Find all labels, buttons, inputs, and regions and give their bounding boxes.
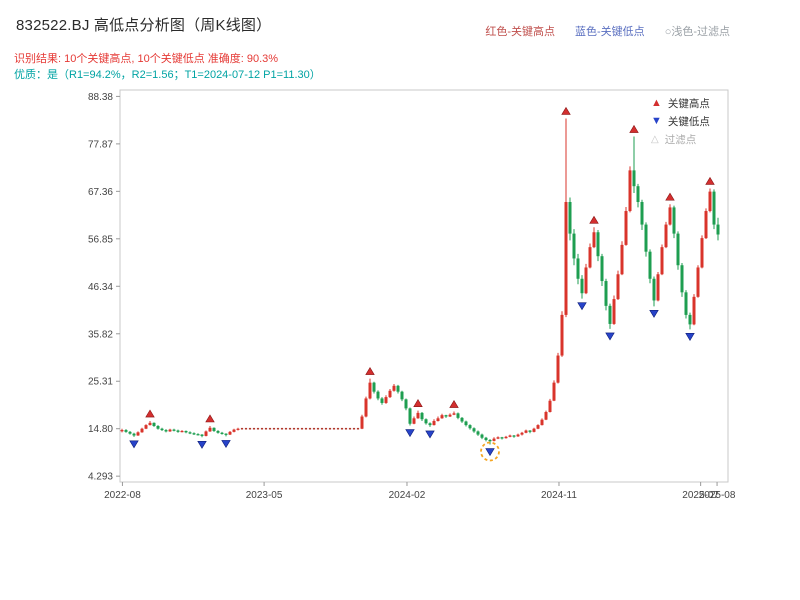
svg-text:77.87: 77.87: [88, 139, 113, 150]
svg-text:25.31: 25.31: [88, 377, 113, 388]
t1-filter-circle: [480, 441, 500, 462]
axes: 88.38 77.87 67.36 56.85 46.34 35.82 25.31 14.80…: [88, 89, 736, 501]
legend-item-key-high: ▲ 关键高点: [651, 96, 710, 111]
filter-triangle-icon: △: [651, 133, 659, 145]
note-key-high: 红色-关键高点: [485, 26, 556, 38]
recognition-result-text: 识别结果: 10个关键高点, 10个关键低点 准确度: 90.3%: [14, 53, 279, 65]
svg-text:14.80: 14.80: [88, 424, 113, 435]
svg-text:2023-05: 2023-05: [246, 490, 283, 501]
svg-text:35.82: 35.82: [88, 329, 113, 340]
svg-text:2024-11: 2024-11: [541, 490, 577, 501]
legend-label: 关键高点: [667, 98, 710, 110]
legend-item-filter: △ 过滤点: [651, 132, 710, 147]
page-title: 832522.BJ 高低点分析图（周K线图）: [16, 17, 272, 34]
key-low-triangle-icon: ▼: [651, 115, 662, 127]
key-high-triangle-icon: ▲: [651, 97, 662, 109]
note-key-low: 蓝色-关键低点: [575, 26, 645, 38]
svg-text:4.293: 4.293: [88, 472, 113, 483]
svg-text:2022-08: 2022-08: [104, 490, 141, 501]
legend-label: 关键低点: [667, 116, 710, 128]
svg-text:2024-02: 2024-02: [389, 490, 426, 501]
halt-dotted-line: [240, 427, 360, 430]
chart-legend-box: ▲ 关键高点 ▼ 关键低点 △ 过滤点: [647, 94, 714, 149]
key-high-markers: [145, 106, 715, 423]
legend-label: 过滤点: [664, 134, 697, 146]
note-filter-point: ○浅色-过滤点: [664, 26, 730, 38]
quality-text: 优质：是（R1=94.2%，R2=1.56；T1=2024-07-12 P1=1…: [14, 69, 321, 81]
svg-text:46.34: 46.34: [88, 282, 113, 293]
svg-text:88.38: 88.38: [88, 92, 113, 103]
svg-text:56.85: 56.85: [88, 234, 113, 245]
candles: [120, 118, 720, 445]
legend-item-key-low: ▼ 关键低点: [651, 114, 710, 129]
header-legend-note: 红色-关键高点 蓝色-关键低点 ○浅色-过滤点: [485, 23, 730, 39]
key-low-markers: [129, 302, 695, 457]
svg-text:2025-07: 2025-07: [682, 490, 719, 501]
svg-text:2025-08: 2025-08: [699, 490, 736, 501]
svg-text:67.36: 67.36: [88, 187, 113, 198]
